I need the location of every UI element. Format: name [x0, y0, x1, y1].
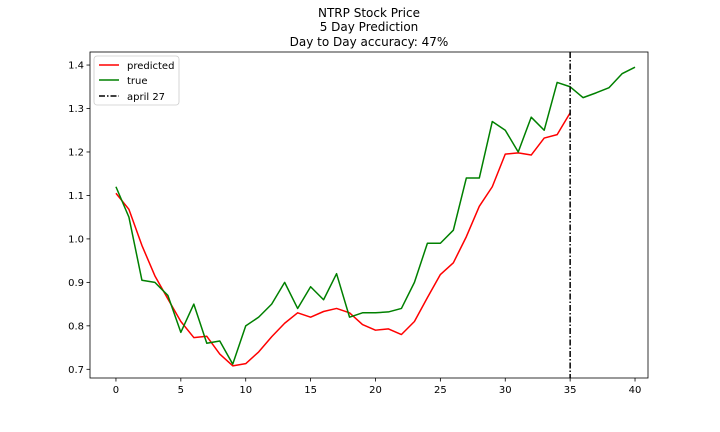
y-axis: 0.7 0.8 0.9 1.0 1.1 1.2 1.3 1.4 — [68, 61, 90, 376]
legend-box — [93, 55, 180, 106]
x-tick-label: 40 — [629, 385, 642, 396]
x-tick-label: 20 — [369, 385, 382, 396]
y-tick-label: 0.7 — [68, 365, 84, 376]
y-tick-label: 1.0 — [68, 234, 84, 245]
series-line-true — [115, 66, 636, 365]
x-tick-label: 35 — [564, 385, 577, 396]
x-tick-label: 25 — [434, 385, 447, 396]
x-axis: 0 5 10 15 20 25 30 35 40 — [113, 378, 642, 396]
y-tick-label: 1.1 — [68, 191, 84, 202]
legend-label-true: true — [127, 76, 148, 87]
title-line-3: Day to Day accuracy: 47% — [290, 35, 449, 49]
y-tick-label: 1.4 — [68, 61, 84, 72]
legend-label-april-27: april 27 — [127, 92, 165, 103]
x-tick-label: 5 — [178, 385, 184, 396]
plot-frame — [89, 51, 649, 379]
chart-title: NTRP Stock Price 5 Day Prediction Day to… — [290, 6, 449, 49]
series-layer — [115, 66, 636, 367]
x-tick-label: 10 — [239, 385, 252, 396]
x-tick-label: 0 — [113, 385, 119, 396]
legend: predicted true april 27 — [93, 55, 180, 106]
y-tick-label: 0.8 — [68, 321, 84, 332]
y-tick-label: 0.9 — [68, 278, 84, 289]
title-line-2: 5 Day Prediction — [320, 20, 419, 34]
plot-area — [89, 51, 649, 379]
y-tick-label: 1.2 — [68, 147, 84, 158]
y-tick-label: 1.3 — [68, 104, 84, 115]
legend-label-predicted: predicted — [127, 61, 174, 72]
series-line-predicted — [115, 112, 571, 367]
title-line-1: NTRP Stock Price — [318, 6, 420, 20]
x-tick-label: 30 — [499, 385, 512, 396]
x-tick-label: 15 — [304, 385, 317, 396]
